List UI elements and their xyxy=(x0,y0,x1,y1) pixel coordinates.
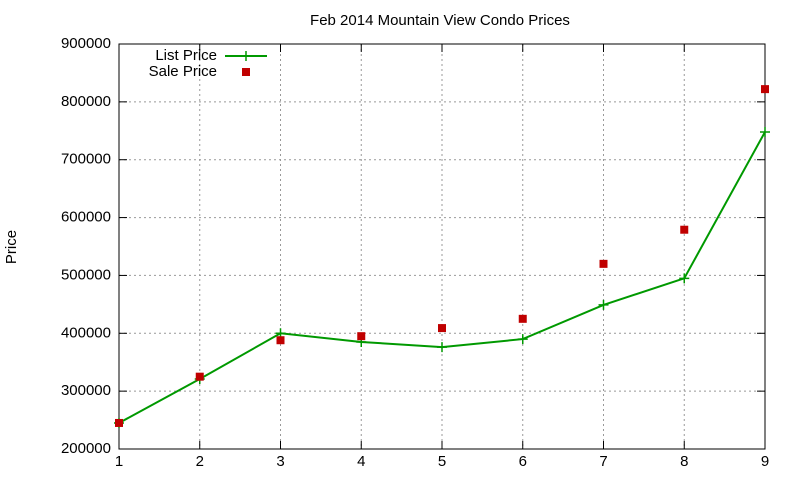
y-axis-label: Price xyxy=(3,230,20,264)
point-marker xyxy=(760,126,770,137)
chart-title: Feb 2014 Mountain View Condo Prices xyxy=(310,12,570,29)
y-tick-label: 500000 xyxy=(61,266,111,283)
y-tick-label: 200000 xyxy=(61,440,111,457)
x-tick-label: 6 xyxy=(519,453,527,470)
y-tick-label: 400000 xyxy=(61,324,111,341)
y-tick-label: 600000 xyxy=(61,209,111,226)
point-marker xyxy=(437,342,447,353)
point-marker xyxy=(242,68,250,76)
x-tick-label: 3 xyxy=(276,453,284,470)
point-marker xyxy=(761,85,769,94)
point-marker xyxy=(195,372,204,381)
y-tick-label: 300000 xyxy=(61,382,111,399)
point-marker xyxy=(357,332,366,341)
point-marker xyxy=(241,51,251,61)
point-marker xyxy=(517,334,528,345)
x-tick-label: 8 xyxy=(680,453,688,470)
point-marker xyxy=(438,324,446,333)
x-tick-label: 2 xyxy=(196,453,204,470)
point-marker xyxy=(679,273,690,284)
y-tick-label: 700000 xyxy=(61,151,111,168)
x-tick-label: 7 xyxy=(599,453,607,470)
y-tick-label: 800000 xyxy=(61,93,111,110)
point-marker xyxy=(276,336,285,345)
x-tick-label: 9 xyxy=(761,453,769,470)
point-marker xyxy=(518,314,527,323)
x-tick-label: 5 xyxy=(438,453,446,470)
point-marker xyxy=(680,225,689,234)
x-tick-label: 1 xyxy=(115,453,123,470)
legend-label: Sale Price xyxy=(149,63,217,80)
point-marker xyxy=(598,299,609,310)
legend-label: List Price xyxy=(155,47,217,64)
point-marker xyxy=(599,259,608,268)
point-marker xyxy=(115,418,123,427)
y-tick-label: 900000 xyxy=(61,35,111,52)
x-tick-label: 4 xyxy=(357,453,365,470)
plot-frame xyxy=(118,43,766,450)
